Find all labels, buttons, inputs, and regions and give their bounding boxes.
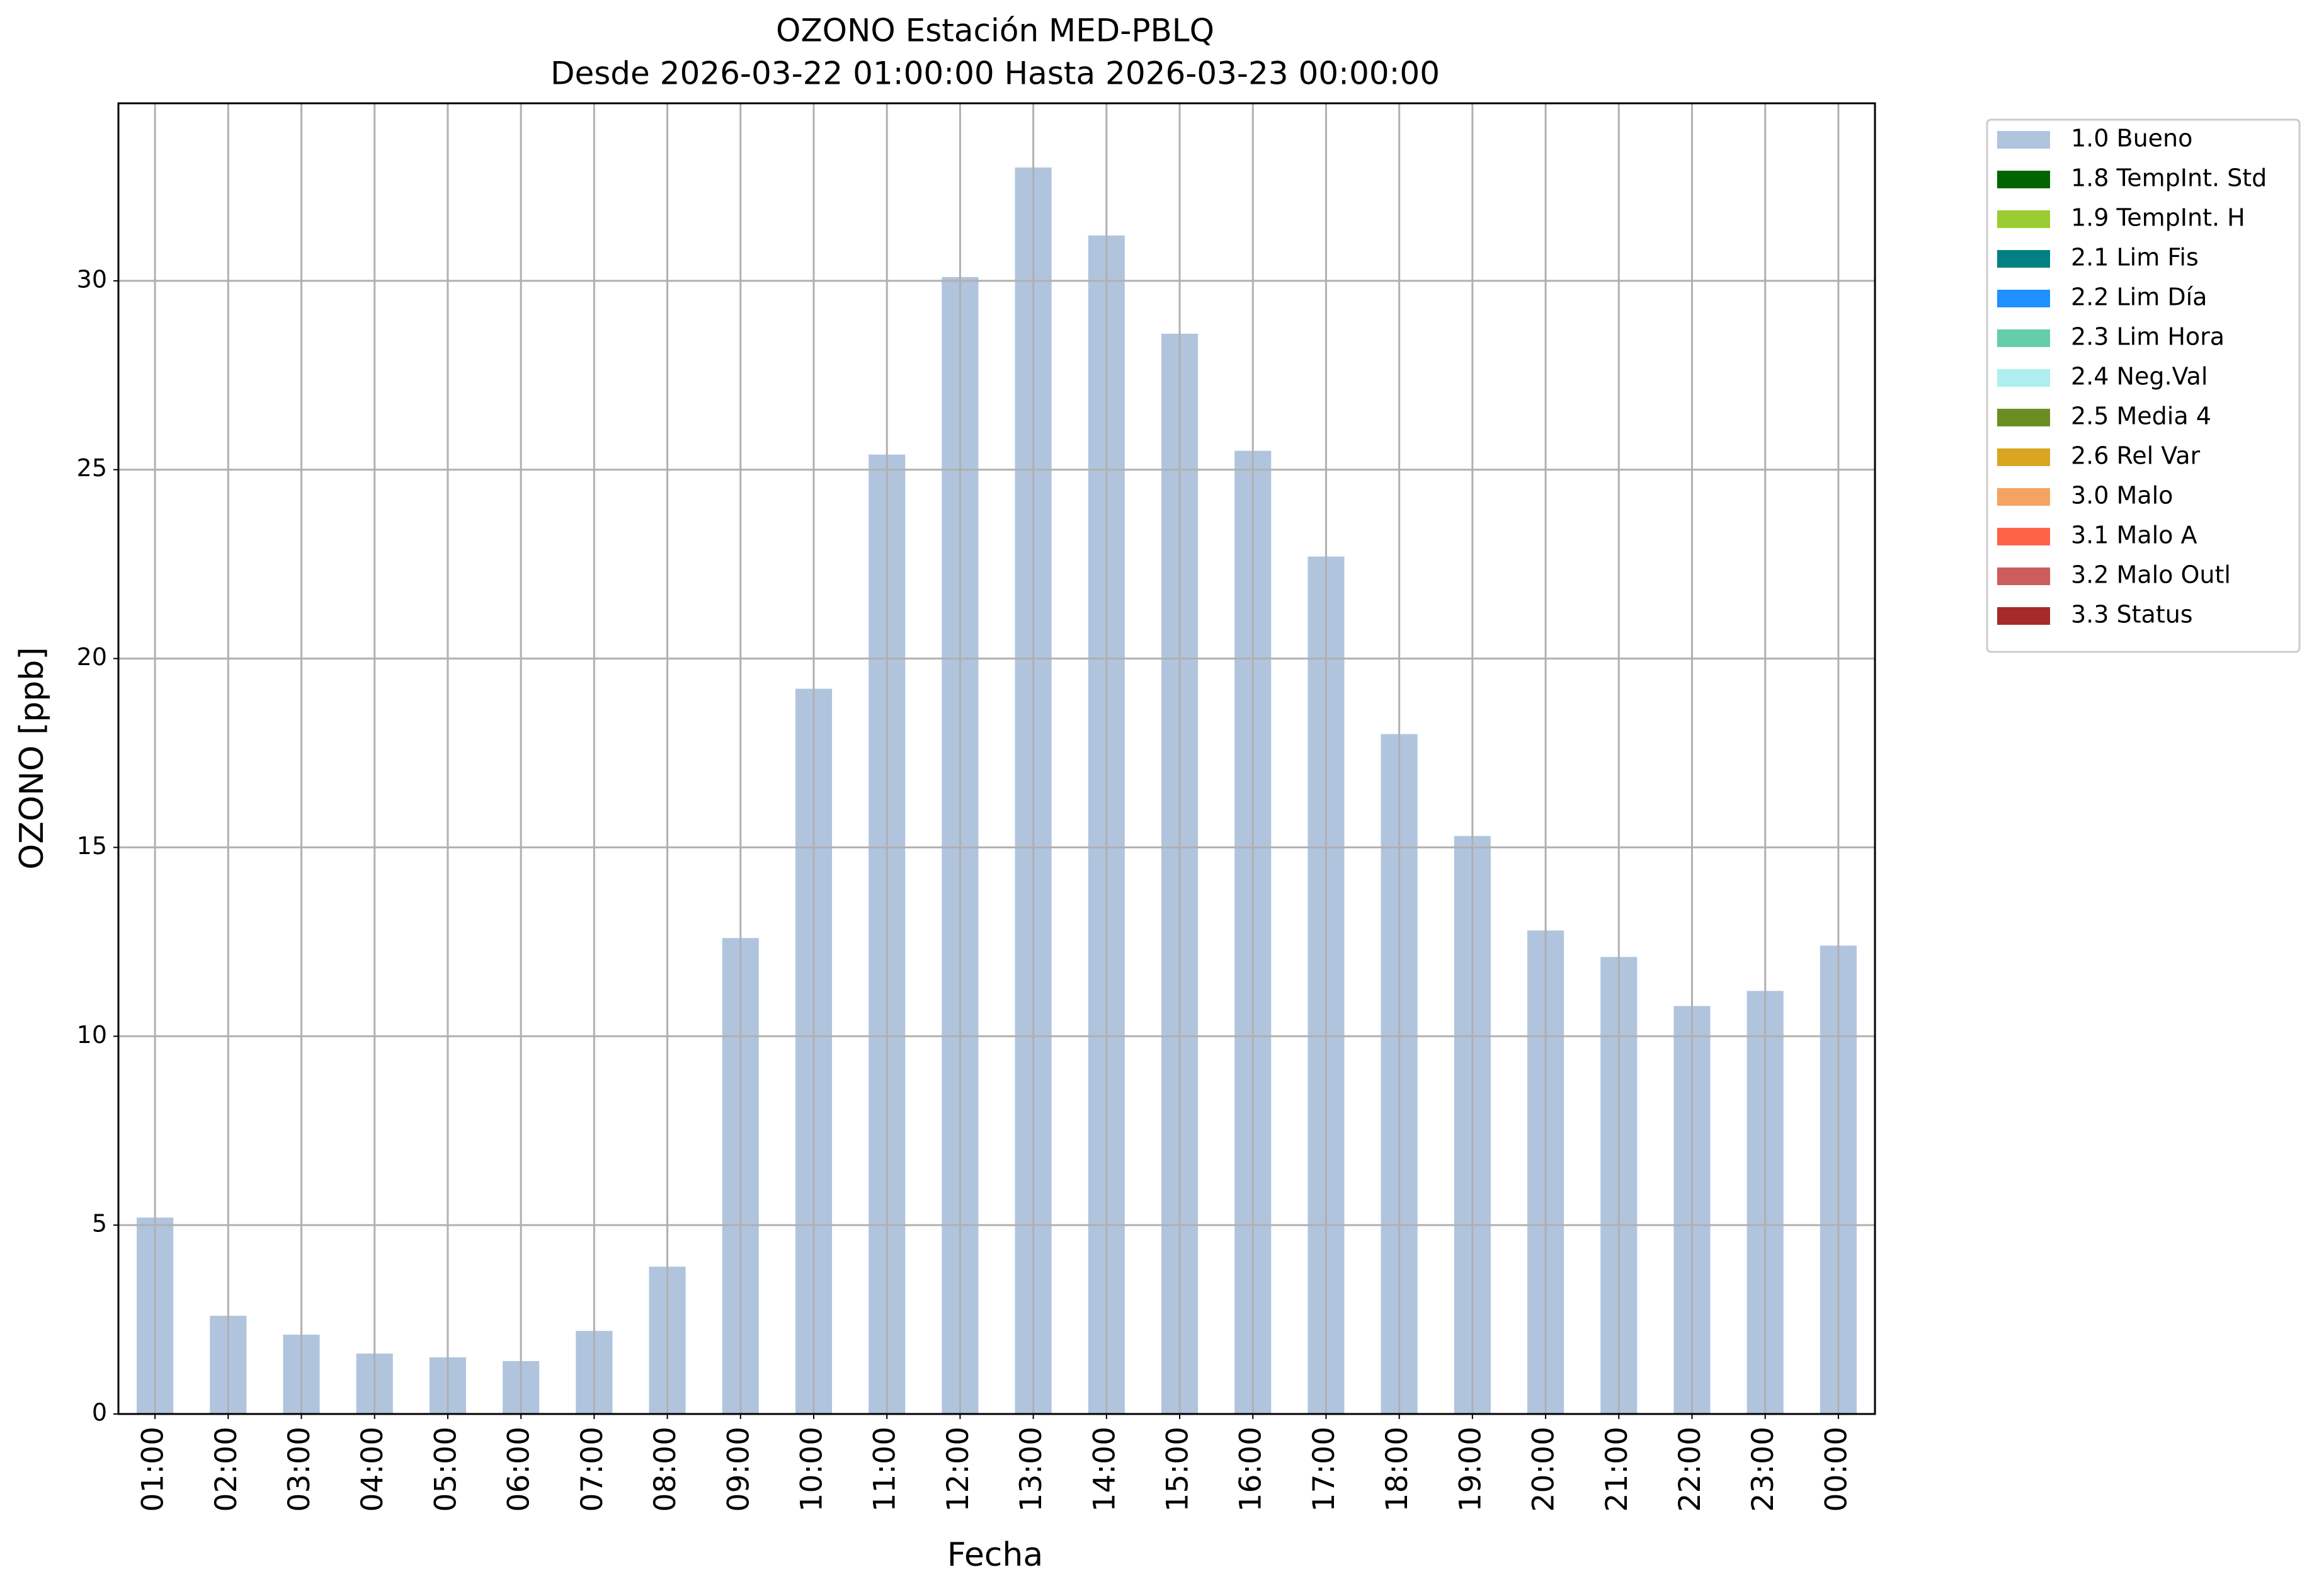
chart-subtitle: Desde 2026-03-22 01:00:00 Hasta 2026-03-… — [550, 55, 1440, 92]
legend-label: 3.2 Malo Outl — [2071, 561, 2231, 589]
legend-swatch — [1997, 448, 2050, 466]
legend-swatch — [1997, 290, 2050, 307]
x-tick-label: 23:00 — [1746, 1427, 1781, 1512]
y-tick-label: 30 — [77, 265, 107, 293]
x-tick-label: 11:00 — [868, 1427, 903, 1512]
x-tick-label: 08:00 — [648, 1427, 683, 1512]
legend-label: 2.4 Neg.Val — [2071, 363, 2208, 390]
x-tick-label: 15:00 — [1161, 1427, 1195, 1512]
legend-label: 2.1 Lim Fis — [2071, 244, 2199, 271]
y-tick-label: 10 — [77, 1021, 107, 1049]
legend-label: 2.5 Media 4 — [2071, 402, 2211, 430]
x-tick-label: 06:00 — [502, 1427, 537, 1512]
x-tick-label: 02:00 — [209, 1427, 244, 1512]
x-tick-label: 00:00 — [1819, 1427, 1854, 1512]
y-tick-label: 25 — [77, 454, 107, 482]
x-tick-label: 05:00 — [428, 1427, 463, 1512]
legend-swatch — [1997, 329, 2050, 347]
legend-label: 1.0 Bueno — [2071, 125, 2192, 152]
x-tick-label: 13:00 — [1014, 1427, 1049, 1512]
legend-swatch — [1997, 488, 2050, 506]
x-tick-label: 03:00 — [282, 1427, 317, 1512]
x-tick-label: 21:00 — [1600, 1427, 1634, 1512]
x-tick-label: 01:00 — [136, 1427, 171, 1512]
legend-box — [1986, 118, 2301, 653]
y-tick-label: 0 — [92, 1399, 107, 1427]
x-tick-label: 09:00 — [721, 1427, 756, 1512]
legend-swatch — [1997, 409, 2050, 426]
x-tick-label: 19:00 — [1453, 1427, 1488, 1512]
x-tick-label: 20:00 — [1527, 1427, 1561, 1512]
y-tick-label: 15 — [77, 832, 107, 860]
x-tick-label: 16:00 — [1234, 1427, 1268, 1512]
x-tick-label: 22:00 — [1673, 1427, 1707, 1512]
x-tick-label: 07:00 — [575, 1427, 610, 1512]
legend-label: 2.2 Lim Día — [2071, 283, 2207, 311]
legend-swatch — [1997, 250, 2050, 268]
x-tick-label: 14:00 — [1087, 1427, 1122, 1512]
legend-label: 3.0 Malo — [2071, 482, 2173, 510]
x-axis-label: Fecha — [947, 1536, 1043, 1574]
legend-swatch — [1997, 210, 2050, 228]
chart-title: OZONO Estación MED-PBLQ — [776, 13, 1214, 49]
legend-label: 3.1 Malo A — [2071, 522, 2197, 549]
x-tick-label: 18:00 — [1380, 1427, 1415, 1512]
legend-label: 2.6 Rel Var — [2071, 442, 2201, 470]
legend-swatch — [1997, 171, 2050, 188]
y-axis-label: OZONO [ppb] — [13, 647, 51, 869]
legend-swatch — [1997, 528, 2050, 545]
x-tick-label: 17:00 — [1307, 1427, 1342, 1512]
legend-label: 1.9 TempInt. H — [2071, 204, 2245, 232]
y-tick-label: 5 — [92, 1210, 107, 1238]
legend-swatch — [1997, 567, 2050, 585]
x-tick-label: 04:00 — [355, 1427, 390, 1512]
legend-label: 1.8 TempInt. Std — [2071, 164, 2267, 192]
legend-label: 2.3 Lim Hora — [2071, 323, 2225, 351]
y-tick-label: 20 — [77, 643, 107, 671]
x-tick-label: 10:00 — [794, 1427, 829, 1512]
legend-swatch — [1997, 131, 2050, 149]
x-tick-label: 12:00 — [941, 1427, 976, 1512]
legend-swatch — [1997, 369, 2050, 387]
legend-swatch — [1997, 607, 2050, 625]
plot-frame — [117, 102, 1876, 1415]
legend-label: 3.3 Status — [2071, 601, 2193, 629]
